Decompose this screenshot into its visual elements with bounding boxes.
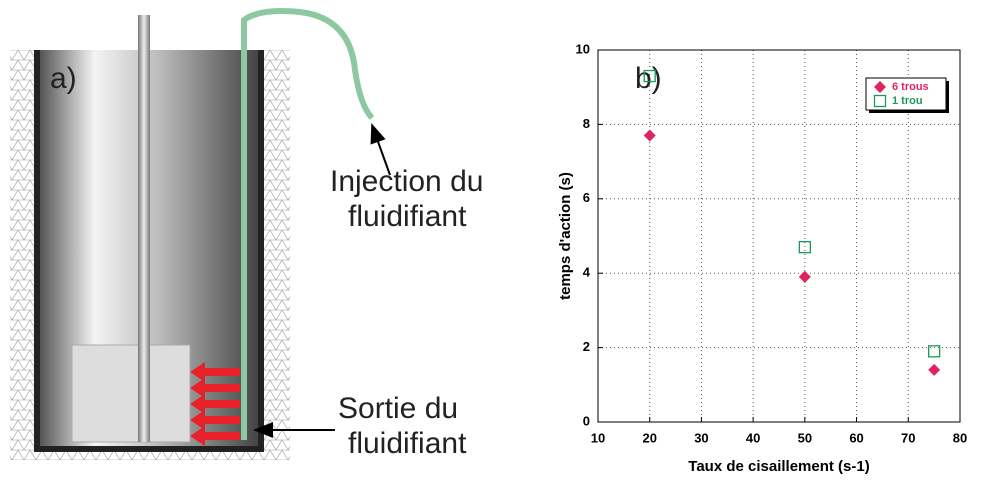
x-tick-label: 50 (798, 430, 812, 445)
x-tick-label: 70 (901, 430, 915, 445)
y-tick-label: 6 (583, 190, 590, 205)
plot-frame (597, 49, 961, 423)
point (927, 345, 941, 358)
y-tick-label: 4 (583, 265, 591, 280)
impeller (71, 344, 191, 443)
y-tick-label: 2 (583, 339, 590, 354)
y-tick-label: 10 (576, 41, 590, 56)
point (798, 241, 812, 254)
label: fluidifiant (348, 427, 467, 460)
panel-label: b) (635, 62, 662, 95)
label: Injection du (330, 165, 483, 198)
arrow (370, 123, 391, 176)
x-tick-label: 20 (642, 430, 656, 445)
x-axis-label: Taux de cisaillement (s-1) (688, 458, 869, 475)
panel-label: a) (50, 62, 77, 95)
point (643, 129, 656, 142)
diagram: a) Injection du fluidifiant Sortie du fl… (10, 8, 483, 460)
shaft (138, 15, 150, 442)
y-axis-label: temps d'action (s) (557, 172, 574, 300)
chart: 10 20 30 40 50 60 70 80 0 2 4 6 8 10 Taux de cisaillem… (557, 41, 967, 475)
legend-label: 6 trous (892, 81, 929, 93)
point (928, 363, 941, 376)
x-tick-label: 80 (953, 430, 967, 445)
outflow-arrows (190, 362, 240, 446)
legend-marker (874, 81, 886, 93)
point (798, 270, 811, 283)
x-tick-label: 40 (746, 430, 760, 445)
legend-label: 1 trou (892, 95, 923, 107)
label: Sortie du (338, 392, 458, 425)
label: fluidifiant (348, 200, 467, 233)
injection-tube (241, 8, 375, 440)
x-tick-label: 10 (591, 430, 605, 445)
x-tick-label: 30 (694, 430, 708, 445)
y-tick-label: 0 (583, 413, 590, 428)
y-tick-label: 8 (583, 116, 590, 131)
x-tick-label: 60 (849, 430, 863, 445)
point (643, 69, 656, 83)
legend-marker (873, 94, 887, 108)
